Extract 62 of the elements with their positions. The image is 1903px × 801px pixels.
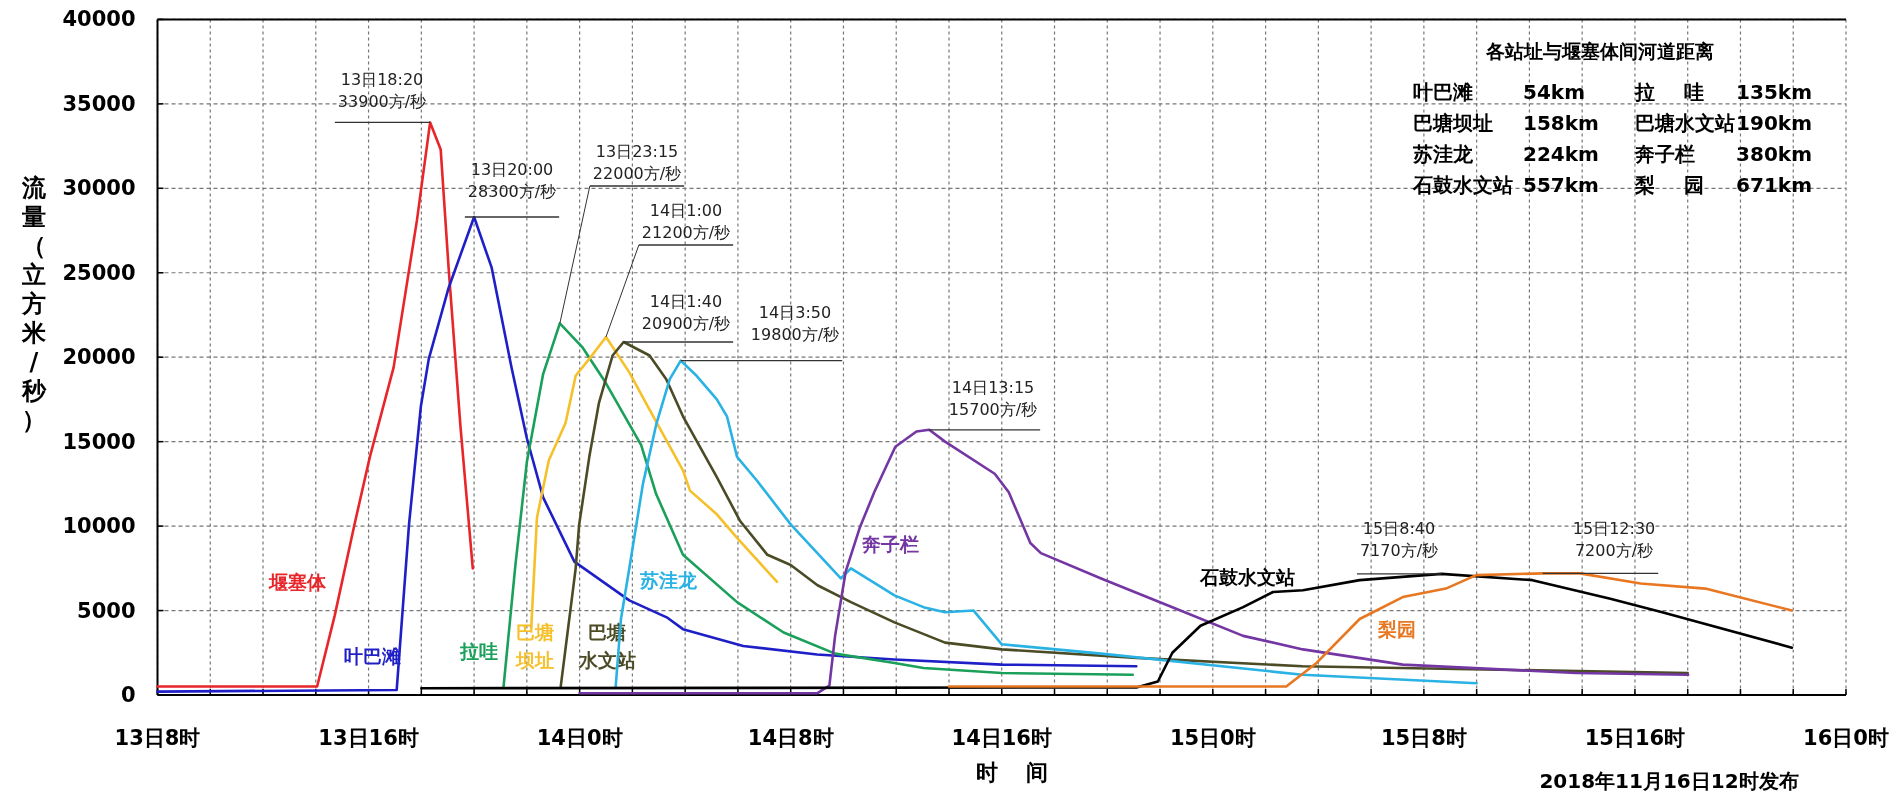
text: 2018年11月16日12时发布	[1539, 769, 1799, 793]
annotation: 14日13:15 15700方/秒	[928, 378, 1041, 431]
annotation: 14日3:50 19800方/秒	[750, 303, 840, 344]
y-tick-label: 40000	[62, 7, 136, 32]
annotation: 奔子栏	[1634, 142, 1695, 166]
annotation: 巴塘水文站	[1635, 111, 1735, 135]
y-tick-label: 25000	[62, 260, 136, 285]
series-label: 堰塞体	[267, 570, 327, 593]
x-tick-label: 14日16时	[951, 726, 1052, 750]
x-tick-label: 14日0时	[536, 726, 623, 750]
x-tick-label: 13日16时	[318, 726, 419, 750]
annotation: 梨 园	[1634, 173, 1704, 197]
annotation: 各站址与堰塞体间河道距离	[1485, 40, 1714, 62]
y-tick-label: 10000	[62, 514, 136, 539]
y-tick-label: 20000	[62, 345, 136, 370]
line-series	[559, 340, 1689, 688]
annotation: 380km	[1736, 142, 1812, 166]
y-tick-label: 15000	[62, 429, 136, 454]
annotation: 苏洼龙	[1412, 142, 1474, 166]
annotation: 14日1:40 20900方/秒	[622, 292, 734, 343]
y-tick-label: 5000	[77, 598, 136, 623]
annotation: 15日12:30 7200方/秒	[1572, 519, 1656, 560]
annotation: 叶巴滩	[1413, 80, 1473, 104]
x-tick-label: 14日8时	[747, 726, 834, 750]
annotation: 13日23:15 22000方/秒	[592, 142, 682, 183]
x-tick-label: 13日8时	[114, 726, 201, 750]
annotation: 15日8:40 7170方/秒	[1356, 519, 1443, 575]
annotation: 拉 哇	[1634, 80, 1704, 104]
annotation: 14日1:00 21200方/秒	[641, 201, 731, 242]
line-series	[578, 428, 1690, 695]
annotation: 石鼓水文站	[1412, 173, 1513, 197]
annotation: 190km	[1736, 111, 1812, 135]
annotation: 15日8:40 7170方/秒	[1359, 519, 1439, 560]
annotation: 巴塘坝址	[1413, 111, 1493, 135]
annotation: 557km	[1523, 173, 1599, 197]
x-tick-label: 15日8时	[1380, 726, 1467, 750]
annotation: 13日18:20 33900方/秒	[337, 70, 427, 111]
annotation: 13日20:00 28300方/秒	[467, 160, 557, 201]
annotation: 224km	[1523, 142, 1599, 166]
annotation: 14日1:40 20900方/秒	[641, 292, 731, 333]
y-tick-label: 35000	[62, 91, 136, 116]
series-label: 梨园	[1377, 617, 1417, 640]
annotation: 13日20:00 28300方/秒	[464, 160, 560, 218]
annotation: 671km	[1736, 173, 1812, 197]
annotation: 54km	[1523, 80, 1585, 104]
series-label: 苏洼龙	[638, 568, 698, 591]
annotation: 135km	[1736, 80, 1812, 104]
x-tick-label: 15日0时	[1169, 726, 1256, 750]
series-label: 巴塘坝址	[514, 621, 554, 672]
text: 流量（立方米/秒）	[22, 174, 46, 434]
series-label: 拉哇	[459, 639, 499, 662]
annotation: 158km	[1523, 111, 1599, 135]
x-axis-title: 时 间	[976, 760, 1058, 785]
annotation: 15日12:30 7200方/秒	[1541, 519, 1659, 575]
annotation: 13日18:20 33900方/秒	[334, 70, 431, 124]
x-tick-label: 15日16时	[1584, 726, 1686, 750]
y-tick-label: 0	[120, 683, 136, 707]
series-label: 奔子栏	[861, 533, 920, 556]
annotation: 14日13:15 15700方/秒	[948, 378, 1038, 419]
series-label: 石鼓水文站	[1198, 565, 1295, 588]
y-tick-label: 30000	[62, 176, 136, 201]
x-tick-label: 16日0时	[1803, 726, 1889, 750]
